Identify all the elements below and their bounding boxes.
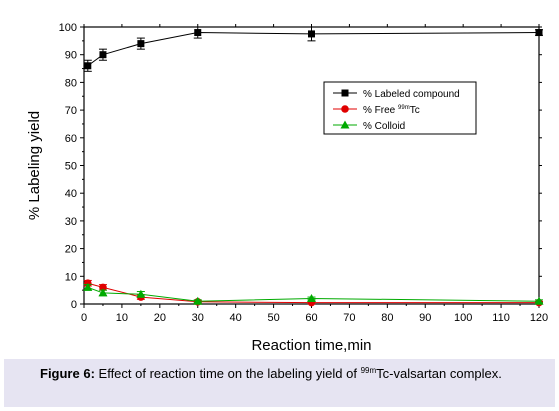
legend-marker xyxy=(340,120,350,129)
y-tick-label: 0 xyxy=(71,299,77,311)
x-axis-title: Reaction time,min xyxy=(251,337,371,354)
x-tick-label: 30 xyxy=(192,312,204,324)
y-tick-label: 70 xyxy=(65,105,77,117)
figure-caption: Figure 6: Effect of reaction time on the… xyxy=(40,366,545,382)
x-tick-label: 20 xyxy=(154,312,166,324)
y-tick-label: 10 xyxy=(65,271,77,283)
data-point xyxy=(99,283,107,292)
y-tick-label: 40 xyxy=(65,188,77,200)
y-tick-label: 20 xyxy=(65,244,77,256)
y-tick-label: 80 xyxy=(65,77,77,89)
series-0 xyxy=(83,26,543,72)
plot-frame xyxy=(83,26,540,305)
legend: % Labeled compound % Free 99mTc % Colloid xyxy=(323,81,477,135)
data-point xyxy=(535,29,543,37)
legend-label: % Free 99mTc xyxy=(363,105,420,116)
data-point xyxy=(84,62,92,70)
caption-isotope-superscript: 99m xyxy=(360,366,377,375)
x-tick-label: 40 xyxy=(230,312,242,324)
data-point xyxy=(136,289,146,298)
y-tick-label: 100 xyxy=(59,22,77,34)
chart: 0 10 20 30 40 50 60 70 80 90 100 110 120 0 10 20 30 40 50 6… xyxy=(26,22,548,354)
y-tick-label: 30 xyxy=(65,216,77,228)
y-tick-label: 60 xyxy=(65,133,77,145)
x-tick-label: 60 xyxy=(305,312,317,324)
series-line xyxy=(87,286,540,302)
legend-label: % Colloid xyxy=(363,121,405,132)
x-tick-label: 120 xyxy=(530,312,548,324)
data-point xyxy=(98,288,108,297)
x-tick-label: 110 xyxy=(492,312,510,324)
caption-text-before: Effect of reaction time on the labeling … xyxy=(94,366,361,381)
x-tick-label: 50 xyxy=(267,312,279,324)
x-tick-label: 100 xyxy=(454,312,472,324)
caption-label: Figure 6: xyxy=(40,366,95,381)
data-point xyxy=(193,296,203,305)
data-point xyxy=(534,296,544,305)
caption-text-after: Tc-valsartan complex. xyxy=(376,366,502,381)
data-point xyxy=(137,40,145,48)
legend-marker xyxy=(341,89,349,97)
data-point xyxy=(194,29,202,37)
series-2 xyxy=(83,282,544,305)
data-point xyxy=(83,282,93,291)
data-point xyxy=(307,293,316,302)
caption-background xyxy=(4,359,555,407)
data-point xyxy=(308,30,315,38)
x-tick-label: 10 xyxy=(116,312,128,324)
legend-label: % Labeled compound xyxy=(363,89,460,100)
y-tick-label: 90 xyxy=(65,50,77,62)
x-tick-label: 70 xyxy=(343,312,355,324)
y-axis-title: % Labeling yield xyxy=(26,111,43,220)
y-tick-label: 50 xyxy=(65,161,77,173)
data-point xyxy=(99,51,107,59)
series-1 xyxy=(83,279,543,307)
x-tick-label: 80 xyxy=(381,312,393,324)
x-tick-label: 0 xyxy=(81,312,87,324)
x-tick-label: 90 xyxy=(419,312,431,324)
legend-marker xyxy=(341,105,349,113)
series-line xyxy=(87,32,540,67)
